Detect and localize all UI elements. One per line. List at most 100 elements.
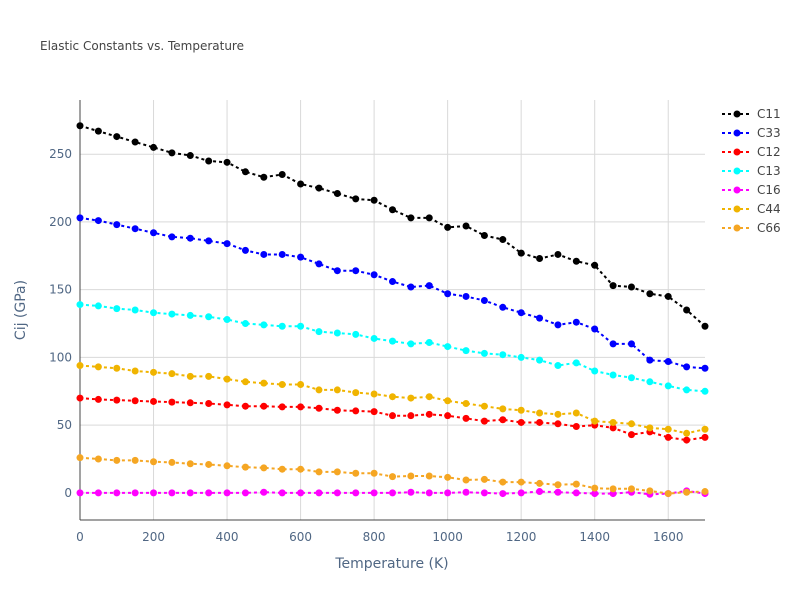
data-point [444,343,452,351]
legend-swatch-marker [733,110,741,118]
legend-item[interactable]: C33 [722,126,781,140]
data-point [389,412,396,420]
data-point [333,386,341,394]
y-tick-label: 50 [57,418,72,432]
data-point [260,173,268,181]
data-point [297,381,305,389]
data-point [701,425,709,433]
data-point [333,406,341,414]
data-point [94,395,102,403]
x-axis-title: Temperature (K) [334,556,448,572]
data-point [480,489,488,497]
data-point [315,404,323,412]
data-point [536,479,544,487]
data-point [94,489,102,497]
axis-layer: 0 200 400 600 800 1000 1200 1400 1600 0 50 100 150 20… [49,100,705,544]
data-point [223,489,231,497]
data-point [131,138,139,146]
data-point [223,401,231,409]
legend-label: C16 [757,183,781,197]
data-point [94,217,102,225]
legend-item[interactable]: C13 [722,164,781,178]
data-point [683,363,691,371]
x-tick-label: 600 [289,530,312,544]
data-point [572,423,580,431]
series-line [79,303,706,393]
data-point [205,313,213,321]
data-point [627,485,635,493]
data-point [462,476,470,484]
data-point [554,321,562,329]
data-point [278,489,286,497]
legend-item[interactable]: C11 [722,107,781,121]
data-point [701,488,709,496]
data-point [683,306,691,314]
data-point [297,322,305,330]
data-point [333,468,341,476]
legend-label: C44 [757,202,781,216]
x-tick-label: 1400 [579,530,610,544]
data-point [554,488,562,496]
data-point [76,394,84,402]
data-point [186,234,194,242]
data-point [168,233,176,241]
data-point [223,240,231,248]
data-point [462,292,470,300]
data-point [572,409,580,417]
data-point [701,364,709,372]
data-point [113,489,121,497]
data-point [333,189,341,197]
data-point [646,378,654,386]
data-point [223,375,231,383]
data-point [76,454,84,462]
data-point [425,214,433,222]
data-point [517,249,525,257]
data-point [462,414,470,422]
data-point [333,329,341,337]
data-point [370,408,378,416]
y-tick-label: 150 [49,283,72,297]
data-point [609,424,617,432]
data-point [352,407,360,415]
x-tick-label: 200 [142,530,165,544]
data-point [536,488,544,496]
data-point [499,236,507,244]
data-point [168,370,176,378]
legend-swatch-marker [733,224,741,232]
data-point [278,250,286,258]
data-point [664,357,672,365]
legend-swatch-marker [733,205,741,213]
data-point [554,410,562,418]
data-point [389,393,396,401]
legend-item[interactable]: C44 [722,202,781,216]
data-point [609,282,617,290]
data-point [425,410,433,418]
data-point [315,468,323,476]
data-point [352,389,360,397]
data-point [499,303,507,311]
legend-swatch-marker [733,167,741,175]
data-point [572,359,580,367]
data-point [609,485,617,493]
data-point [241,378,249,386]
data-point [646,290,654,298]
legend-item[interactable]: C66 [722,221,781,235]
x-tick-label: 800 [363,530,386,544]
data-point [186,460,194,468]
data-point [241,489,249,497]
data-point [168,149,176,157]
data-point [205,489,213,497]
data-point [278,322,286,330]
data-point [297,180,305,188]
data-point [480,402,488,410]
data-point [150,489,158,497]
data-point [480,231,488,239]
data-point [627,431,635,439]
grid-layer [79,100,705,520]
data-point [425,393,433,401]
data-point [315,328,323,336]
data-point [131,306,139,314]
legend-item[interactable]: C16 [722,183,781,197]
legend-item[interactable]: C12 [722,145,781,159]
data-point [76,489,84,497]
